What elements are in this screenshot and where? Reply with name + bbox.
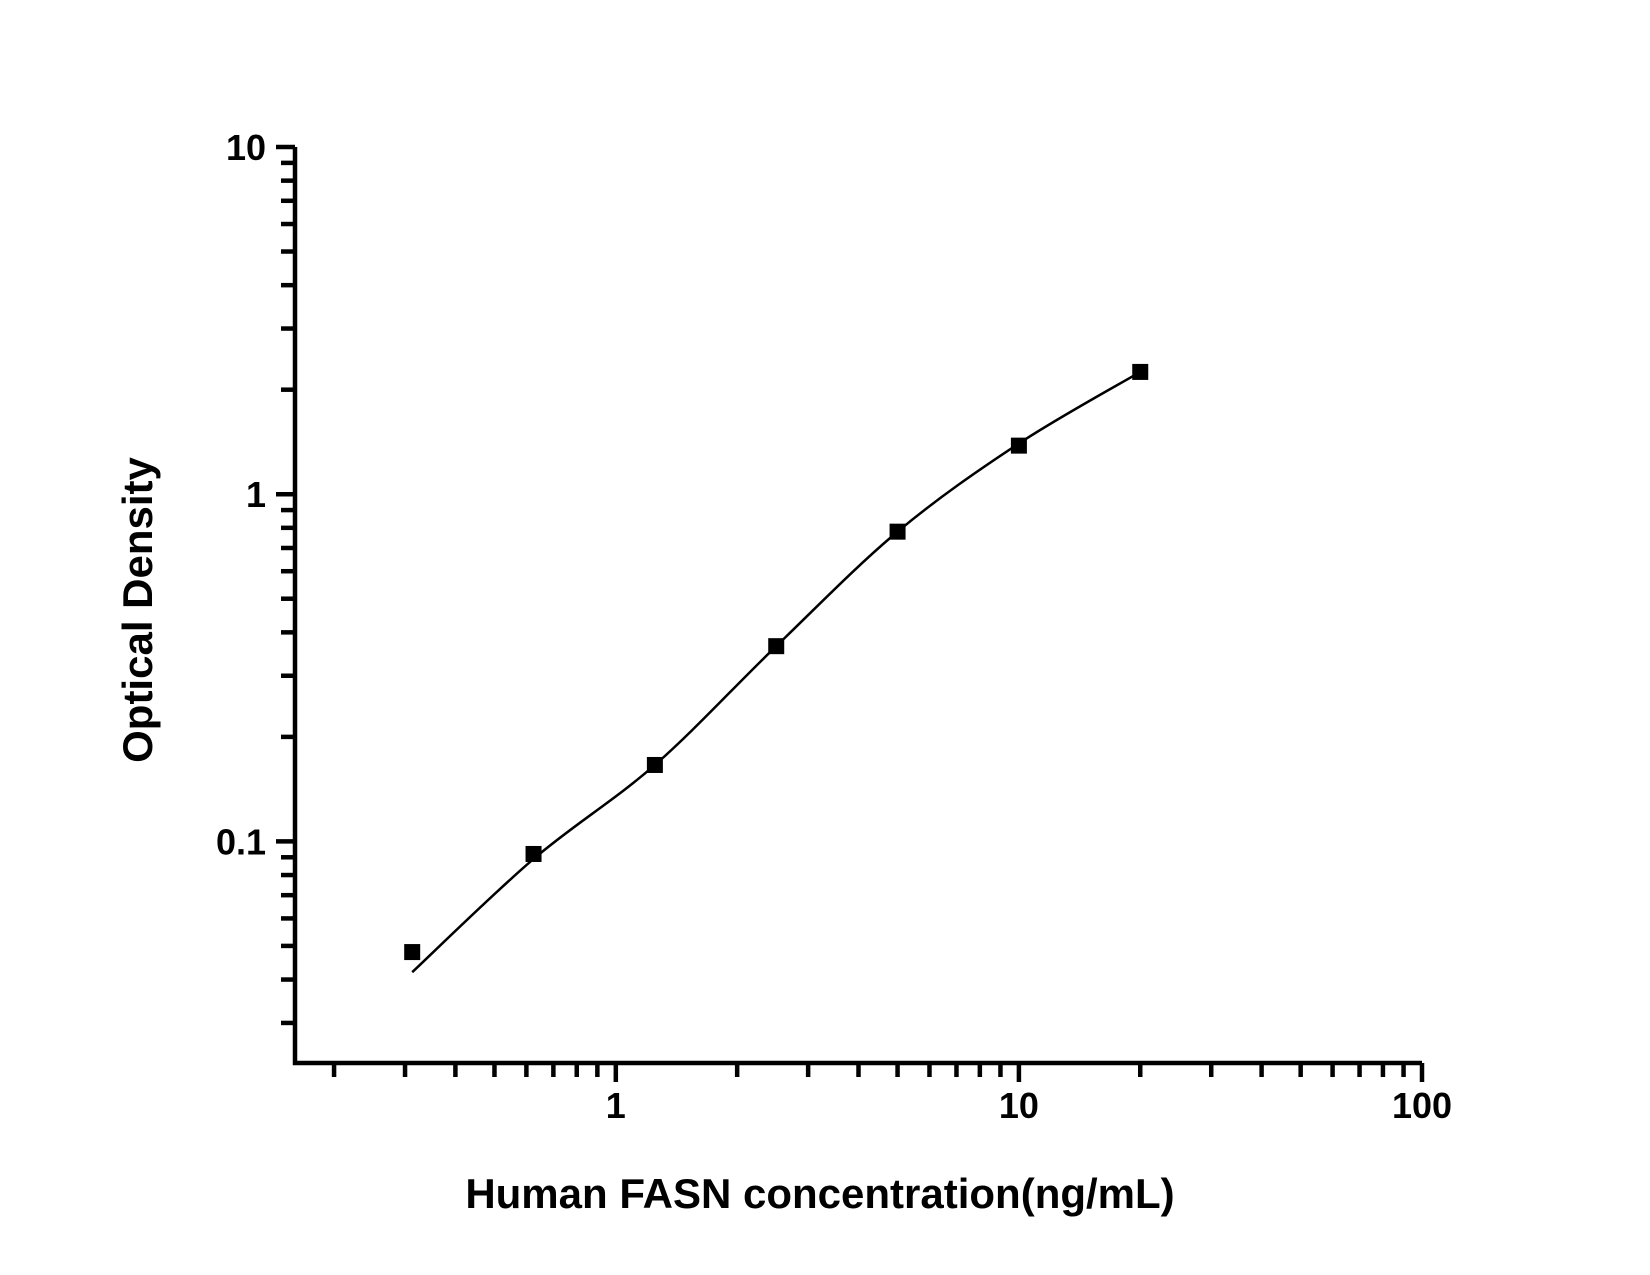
data-point-marker — [768, 638, 785, 655]
data-point-marker — [646, 756, 663, 773]
series-layer — [404, 363, 1149, 974]
data-point-marker — [1132, 363, 1149, 380]
ticks-layer — [276, 144, 1425, 1082]
x-tick-label: 10 — [999, 1085, 1039, 1126]
y-tick-label: 1 — [246, 474, 266, 515]
axes-layer — [292, 147, 1422, 1066]
tick-labels-layer: 1 10 100 0.1 1 10 — [216, 127, 1452, 1126]
y-tick-label: 0.1 — [216, 821, 266, 862]
x-tick-label: 1 — [606, 1085, 626, 1126]
x-axis-title: Human FASN concentration(ng/mL) — [465, 1170, 1174, 1217]
y-axis-title: Optical Density — [114, 456, 161, 762]
x-tick-label: 100 — [1392, 1085, 1452, 1126]
y-tick-label: 10 — [226, 127, 266, 168]
data-point-marker — [1010, 437, 1027, 454]
axis-spine — [292, 147, 1422, 1066]
data-point-marker — [525, 845, 542, 862]
data-point-marker — [404, 944, 421, 961]
data-point-marker — [889, 523, 906, 540]
fit-curve-line — [411, 370, 1141, 974]
